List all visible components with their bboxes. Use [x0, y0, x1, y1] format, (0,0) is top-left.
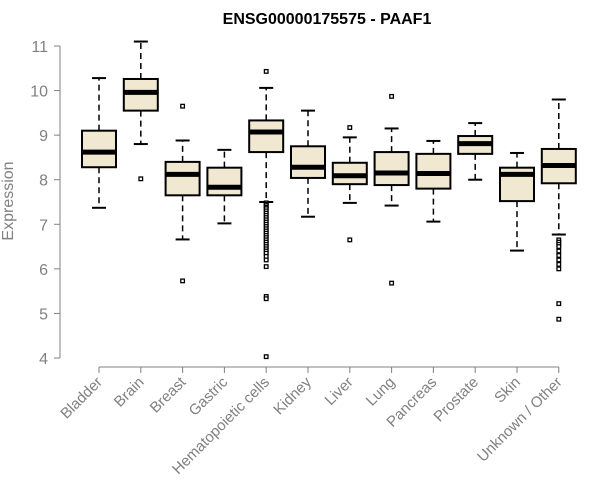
outlier-point [263, 257, 269, 263]
box-iqr [290, 145, 326, 179]
box-group [331, 125, 368, 243]
outlier-point [263, 354, 269, 360]
outlier-point [138, 176, 144, 182]
box-group [164, 103, 201, 284]
outlier-point [556, 301, 562, 307]
outlier-point [556, 257, 562, 263]
outlier-point [263, 296, 269, 302]
box-group [457, 122, 494, 181]
box-group [373, 93, 410, 286]
box-iqr [81, 129, 117, 169]
outlier-point [347, 125, 353, 131]
y-tick-label: 6 [39, 262, 48, 279]
outlier-point [556, 261, 562, 267]
outlier-point [180, 103, 186, 109]
chart-title: ENSG00000175575 - PAAF1 [223, 11, 432, 28]
box-iqr [206, 166, 243, 197]
outlier-point [263, 264, 269, 270]
x-tick-label: Skin [491, 374, 524, 407]
outlier-point [556, 244, 562, 250]
y-tick-label: 8 [39, 173, 48, 190]
outlier-point [556, 266, 562, 272]
box-iqr [248, 119, 285, 154]
x-tick-label: Lung [363, 374, 399, 410]
x-tick-label: Liver [322, 374, 357, 409]
box-group [248, 68, 285, 360]
y-tick-label: 11 [31, 39, 48, 56]
x-tick-label: Bladder [57, 374, 106, 423]
y-tick-label: 5 [39, 306, 48, 323]
outlier-point [556, 248, 562, 254]
box-iqr [373, 151, 410, 187]
box-group [122, 40, 159, 182]
y-tick-label: 9 [39, 128, 48, 145]
outlier-point [556, 253, 562, 258]
y-tick-label: 4 [39, 351, 48, 368]
outlier-point [389, 93, 395, 99]
outlier-point [347, 237, 353, 243]
y-axis: 4 5 6 7 8 9 10 11 [30, 39, 61, 368]
outlier-point [556, 316, 562, 322]
x-tick-label: Breast [147, 373, 190, 416]
y-axis-label: Expression [0, 161, 17, 240]
outlier-point [180, 278, 186, 284]
box-iqr [164, 160, 201, 197]
x-tick-label: Brain [111, 374, 148, 411]
box-group [540, 98, 577, 322]
outlier-point [263, 68, 269, 74]
box-group [81, 77, 117, 209]
box-group [206, 148, 243, 225]
x-tick-label: Kidney [270, 373, 315, 418]
y-tick-label: 10 [30, 84, 48, 101]
outlier-point [389, 280, 395, 286]
box-group [290, 109, 326, 218]
boxes-layer [81, 40, 577, 360]
y-tick-label: 7 [39, 217, 48, 234]
box-group [499, 151, 535, 252]
box-group [415, 139, 452, 223]
x-tick-label: Prostate [430, 374, 482, 426]
